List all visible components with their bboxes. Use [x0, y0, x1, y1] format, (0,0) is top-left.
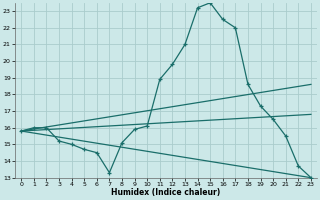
X-axis label: Humidex (Indice chaleur): Humidex (Indice chaleur) — [111, 188, 221, 197]
